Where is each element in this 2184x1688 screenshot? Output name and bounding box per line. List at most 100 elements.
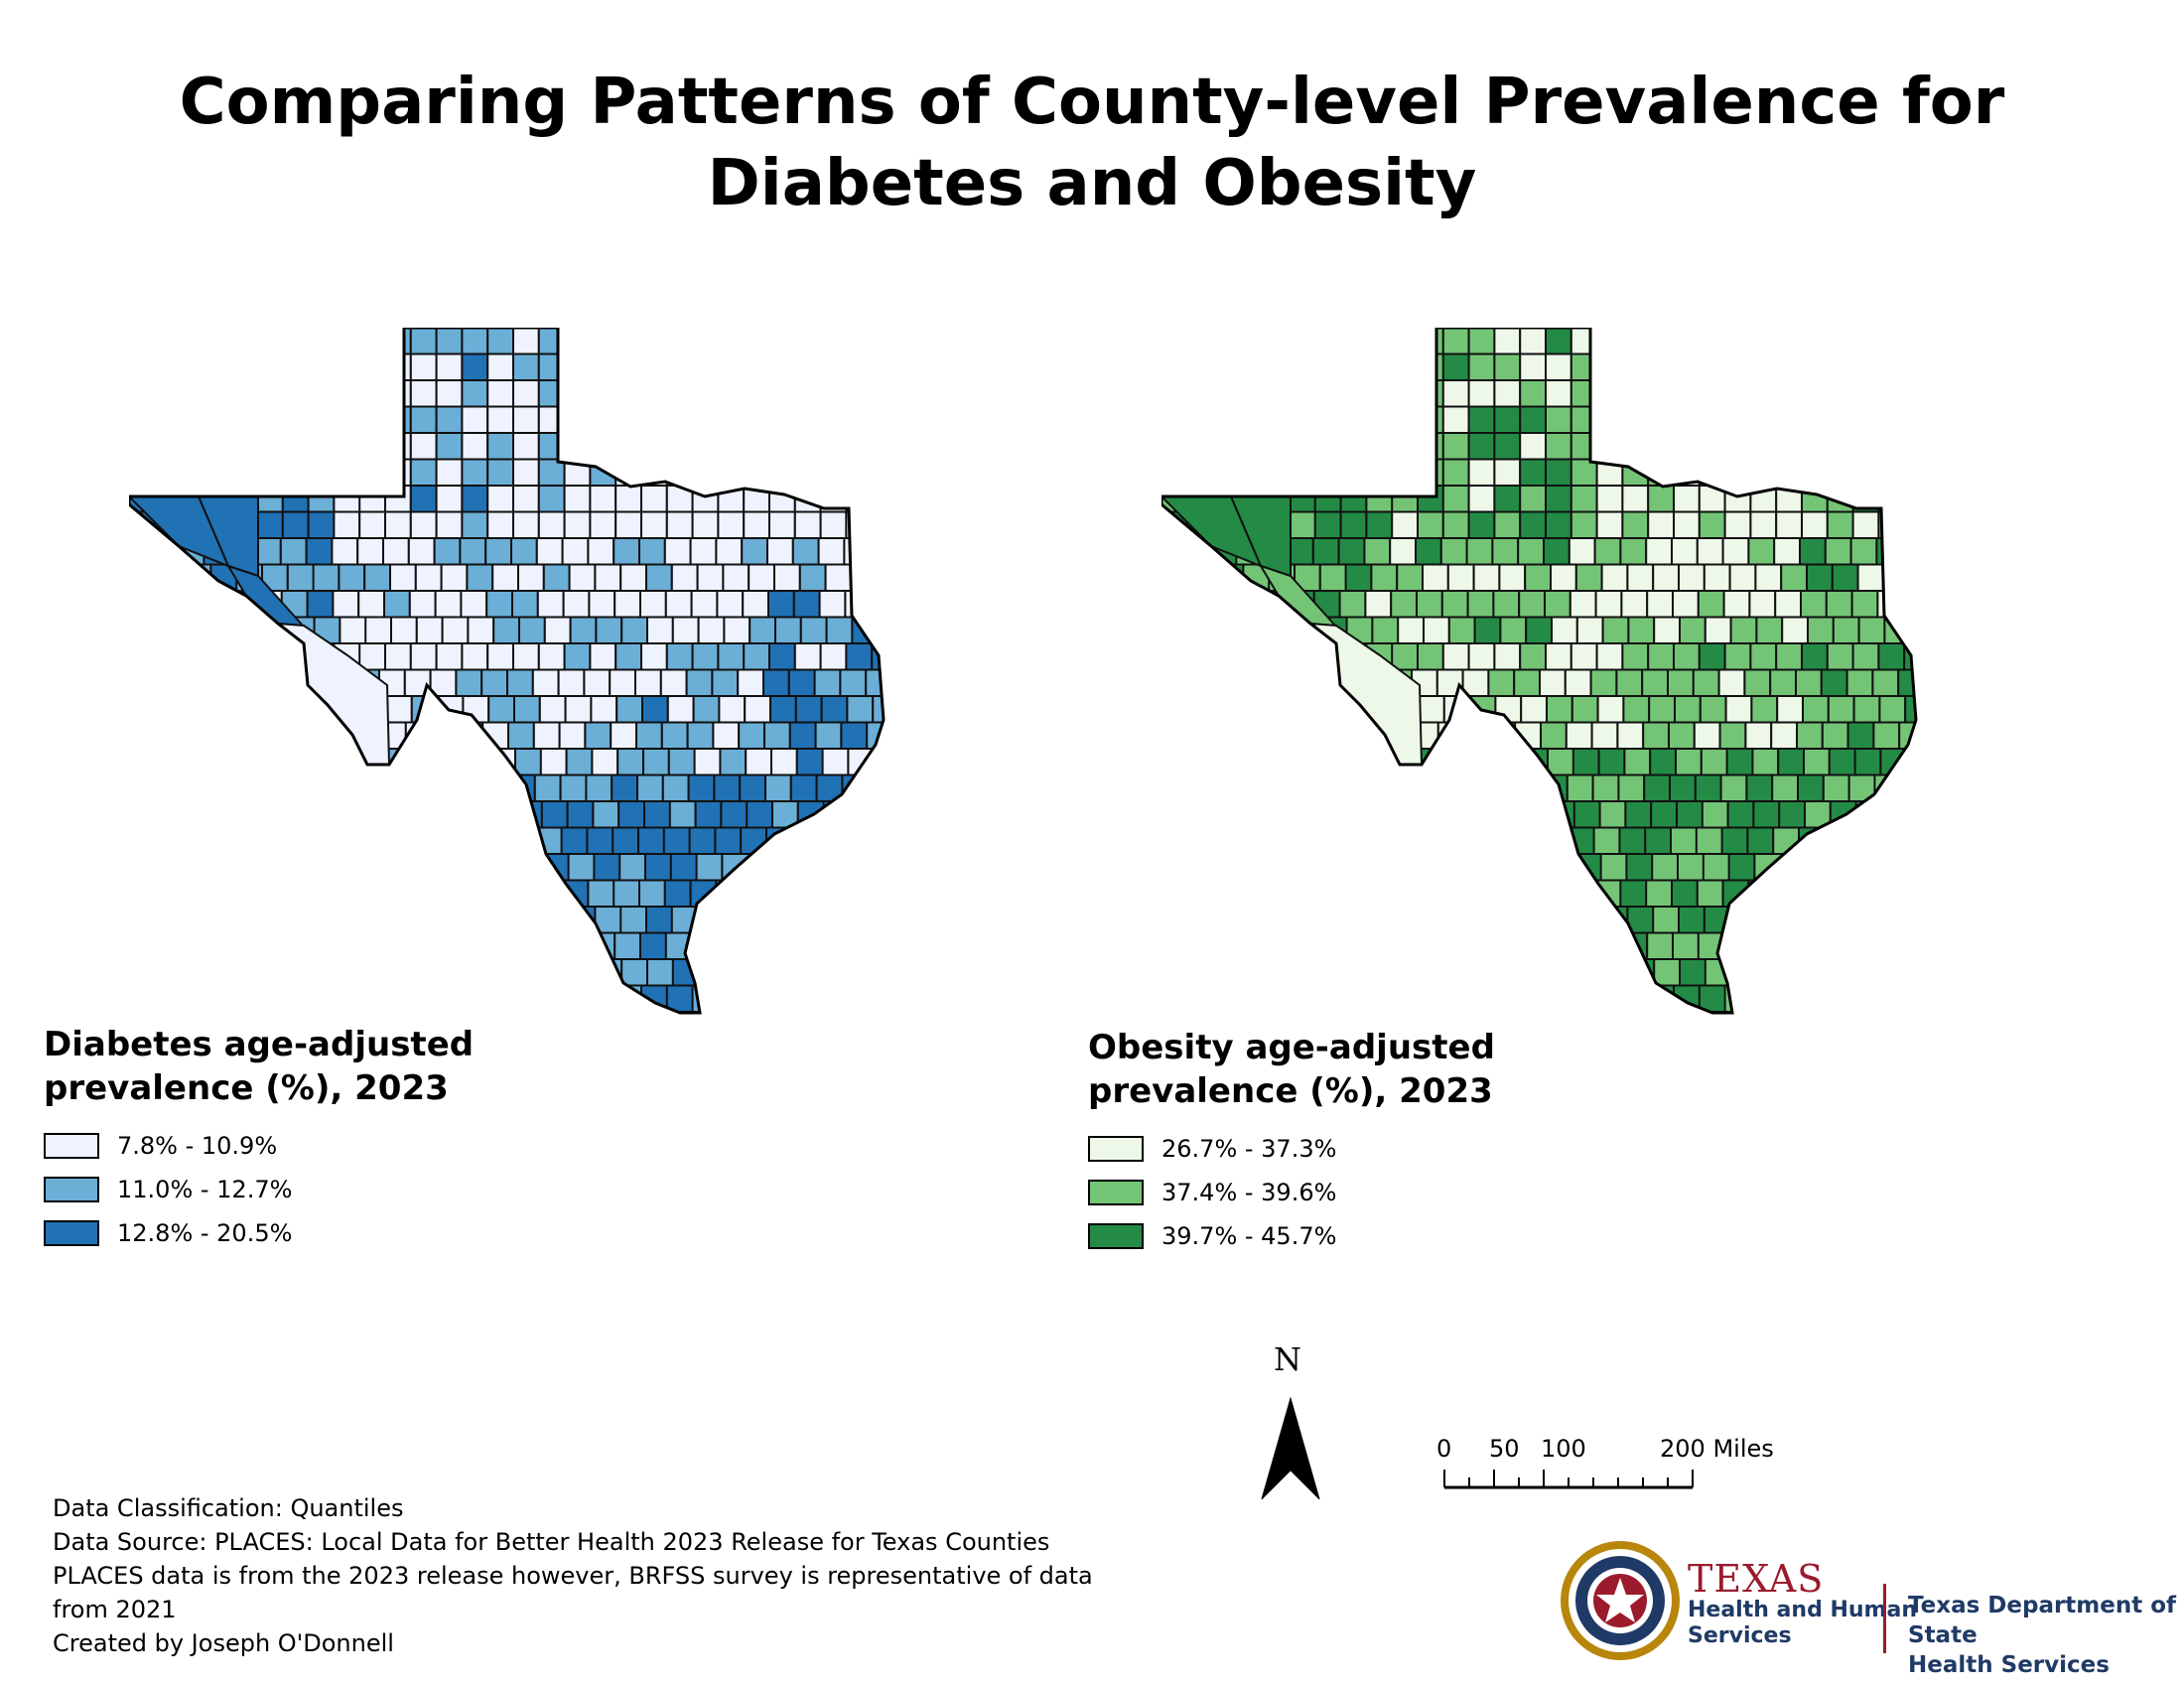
county — [1545, 432, 1572, 461]
county — [1851, 510, 1880, 539]
county — [788, 721, 817, 750]
county — [1726, 800, 1755, 829]
county — [435, 510, 464, 539]
county — [1879, 748, 1916, 776]
county — [590, 695, 618, 724]
county — [639, 590, 667, 619]
county — [1569, 590, 1597, 619]
county — [1800, 590, 1828, 619]
county — [640, 510, 668, 539]
county — [1418, 695, 1445, 724]
note-release: PLACES data is from the 2023 release how… — [53, 1562, 1093, 1590]
county — [307, 510, 336, 539]
county — [1570, 510, 1598, 539]
county — [739, 774, 767, 802]
county — [1488, 721, 1517, 750]
county — [1777, 748, 1806, 776]
legend-label: 26.7% - 37.3% — [1161, 1135, 1337, 1163]
county — [768, 485, 796, 513]
hhs-logo-line2: Services — [1688, 1623, 1792, 1648]
county — [619, 906, 648, 934]
state-outline — [1161, 328, 1918, 1015]
county — [1717, 668, 1746, 697]
county — [583, 668, 612, 697]
diabetes-legend-item-mid: 11.0% - 12.7% — [44, 1168, 500, 1211]
county — [1441, 642, 1470, 671]
county — [331, 537, 359, 566]
county — [1417, 485, 1444, 513]
county — [614, 984, 643, 1013]
county — [1849, 537, 1878, 566]
county — [1647, 485, 1676, 513]
county — [1749, 510, 1778, 539]
county — [557, 668, 586, 697]
county — [1832, 616, 1860, 644]
county — [690, 590, 719, 619]
county — [1397, 616, 1425, 644]
county — [1441, 379, 1470, 408]
county — [594, 563, 622, 592]
county — [820, 695, 849, 724]
county — [1619, 537, 1648, 566]
county — [1652, 906, 1681, 934]
county — [697, 616, 726, 644]
county — [613, 537, 641, 566]
county — [587, 537, 615, 566]
county — [1745, 774, 1774, 802]
county — [588, 590, 616, 619]
county — [281, 485, 310, 513]
county — [1822, 774, 1850, 802]
county — [819, 510, 848, 539]
county — [338, 563, 366, 592]
county — [1850, 590, 1879, 619]
county — [1692, 668, 1720, 697]
county — [1472, 563, 1501, 592]
legend-swatch — [44, 1220, 99, 1246]
county — [1701, 800, 1729, 829]
county — [1545, 458, 1572, 487]
county — [1465, 537, 1494, 566]
county — [1723, 642, 1752, 671]
county — [256, 485, 284, 513]
county — [486, 328, 515, 355]
county — [1671, 879, 1699, 908]
county — [1594, 590, 1623, 619]
county — [769, 695, 797, 724]
county — [1807, 616, 1835, 644]
county — [1773, 537, 1802, 566]
county — [685, 668, 714, 697]
county — [408, 590, 437, 619]
county — [1570, 405, 1598, 434]
county — [1519, 642, 1548, 671]
county — [1748, 590, 1777, 619]
county — [409, 379, 438, 408]
diabetes-legend-item-high: 12.8% - 20.5% — [44, 1211, 500, 1255]
county — [1652, 563, 1681, 592]
county — [767, 590, 795, 619]
county — [485, 590, 514, 619]
county — [384, 485, 412, 513]
county — [722, 563, 751, 592]
county — [542, 563, 571, 592]
county — [1621, 485, 1650, 513]
map-title: Comparing Patterns of County-level Preva… — [179, 66, 2005, 220]
county — [1575, 616, 1604, 644]
county — [1545, 379, 1572, 408]
county — [532, 721, 561, 750]
diabetes-counties — [129, 328, 884, 1013]
county — [1826, 642, 1854, 671]
county — [1754, 563, 1783, 592]
county — [748, 563, 776, 592]
county — [486, 352, 515, 381]
legend-swatch — [1088, 1136, 1144, 1162]
county — [843, 537, 872, 566]
county — [563, 642, 592, 671]
county — [659, 668, 688, 697]
county — [1493, 328, 1522, 355]
county — [1746, 826, 1775, 855]
county — [1723, 485, 1752, 513]
county — [1570, 695, 1599, 724]
county — [792, 590, 821, 619]
county — [1703, 563, 1731, 592]
county — [762, 668, 790, 697]
